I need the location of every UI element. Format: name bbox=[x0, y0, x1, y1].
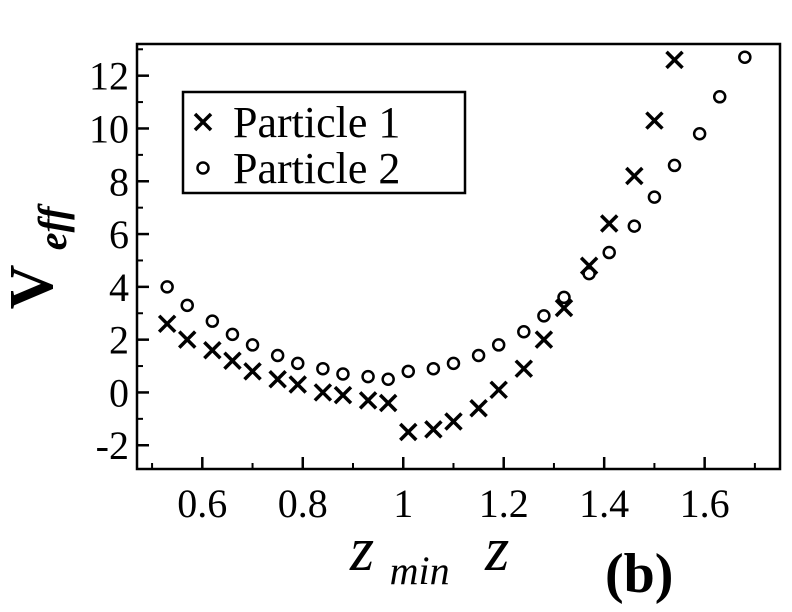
data-point bbox=[489, 380, 508, 400]
data-point bbox=[514, 359, 534, 378]
data-point bbox=[378, 393, 398, 413]
y-axis-label-main: V bbox=[0, 264, 66, 309]
data-point bbox=[313, 383, 333, 402]
data-point bbox=[361, 369, 375, 384]
y-tick-label: 6 bbox=[109, 212, 129, 257]
y-tick-label: 10 bbox=[89, 106, 129, 151]
svg-text:z min z: z min z bbox=[349, 516, 509, 598]
data-point bbox=[225, 327, 240, 342]
x-tick-label: 0.8 bbox=[278, 481, 328, 526]
y-tick-label: 12 bbox=[89, 54, 129, 99]
data-point bbox=[399, 422, 418, 442]
data-point bbox=[534, 330, 554, 349]
x-tick-label: 1.2 bbox=[479, 481, 529, 526]
data-point bbox=[205, 314, 220, 328]
y-tick-label: -2 bbox=[96, 423, 129, 468]
data-point bbox=[444, 412, 463, 431]
data-point bbox=[243, 362, 262, 381]
data-point bbox=[291, 356, 305, 371]
data-point bbox=[625, 166, 644, 186]
panel-label: (b) bbox=[605, 543, 673, 605]
legend-marker bbox=[196, 161, 210, 175]
y-axis-label: V eff bbox=[0, 203, 75, 310]
data-point bbox=[203, 340, 222, 360]
data-point bbox=[647, 190, 662, 204]
data-point bbox=[160, 280, 174, 294]
x-axis: 0.6 0.8 1 1.2 1.4 1.6 bbox=[151, 457, 756, 526]
data-point bbox=[288, 375, 307, 394]
data-point bbox=[665, 50, 684, 70]
series-layer bbox=[157, 50, 752, 442]
data-point bbox=[627, 219, 642, 233]
x-tick-label: 1 bbox=[393, 481, 413, 526]
data-point bbox=[401, 364, 416, 379]
data-point bbox=[557, 290, 571, 305]
series-particle-2 bbox=[160, 50, 752, 386]
x-axis-label-main: z bbox=[349, 516, 374, 584]
x-tick-label: 1.6 bbox=[680, 481, 730, 526]
legend-marker-particle-2 bbox=[196, 161, 210, 175]
data-point bbox=[177, 330, 197, 349]
y-axis: -2 0 2 4 6 8 10 12 bbox=[89, 48, 149, 468]
data-point bbox=[157, 314, 177, 334]
data-point bbox=[599, 214, 619, 233]
legend-marker bbox=[193, 112, 213, 132]
x-axis-label-second: z bbox=[484, 516, 509, 584]
data-point bbox=[582, 266, 596, 281]
data-point bbox=[245, 338, 260, 352]
data-point bbox=[469, 399, 488, 418]
data-point bbox=[180, 298, 194, 313]
x-tick-label: 0.6 bbox=[177, 481, 227, 526]
plot-frame bbox=[135, 42, 782, 471]
data-point bbox=[336, 367, 350, 381]
data-point bbox=[270, 348, 285, 363]
data-point bbox=[712, 90, 727, 104]
data-point bbox=[667, 158, 682, 173]
data-point bbox=[223, 351, 242, 371]
x-axis-label: z min z bbox=[349, 516, 509, 598]
data-point bbox=[517, 324, 531, 339]
x-tick-label: 1.4 bbox=[579, 481, 629, 526]
data-point bbox=[316, 361, 330, 376]
data-point bbox=[471, 348, 486, 363]
data-point bbox=[537, 309, 551, 323]
y-tick-label: 2 bbox=[109, 318, 129, 363]
legend-label-particle-2: Particle 2 bbox=[233, 144, 400, 193]
x-axis-label-sub: min bbox=[390, 548, 450, 593]
data-point bbox=[333, 385, 353, 405]
data-point bbox=[554, 298, 574, 318]
legend-label-particle-1: Particle 1 bbox=[233, 98, 400, 147]
legend-marker-particle-1 bbox=[193, 112, 213, 132]
y-tick-label: 0 bbox=[109, 370, 129, 415]
data-point bbox=[268, 370, 287, 389]
data-point bbox=[602, 245, 616, 260]
y-axis-label-sub: eff bbox=[30, 203, 75, 250]
data-point bbox=[426, 361, 441, 376]
data-point bbox=[358, 391, 378, 410]
data-point bbox=[491, 338, 506, 352]
data-point bbox=[446, 356, 461, 371]
y-tick-label: 8 bbox=[109, 159, 129, 204]
data-point bbox=[424, 420, 443, 439]
series-particle-1 bbox=[157, 50, 684, 442]
data-point bbox=[738, 50, 752, 64]
legend: Particle 1 Particle 2 bbox=[181, 90, 467, 195]
data-point bbox=[645, 111, 664, 130]
legend-box bbox=[181, 90, 467, 195]
svg-text:V eff: V eff bbox=[0, 203, 75, 310]
data-point bbox=[381, 372, 395, 386]
data-point bbox=[692, 127, 707, 141]
y-tick-label: 4 bbox=[109, 265, 129, 310]
